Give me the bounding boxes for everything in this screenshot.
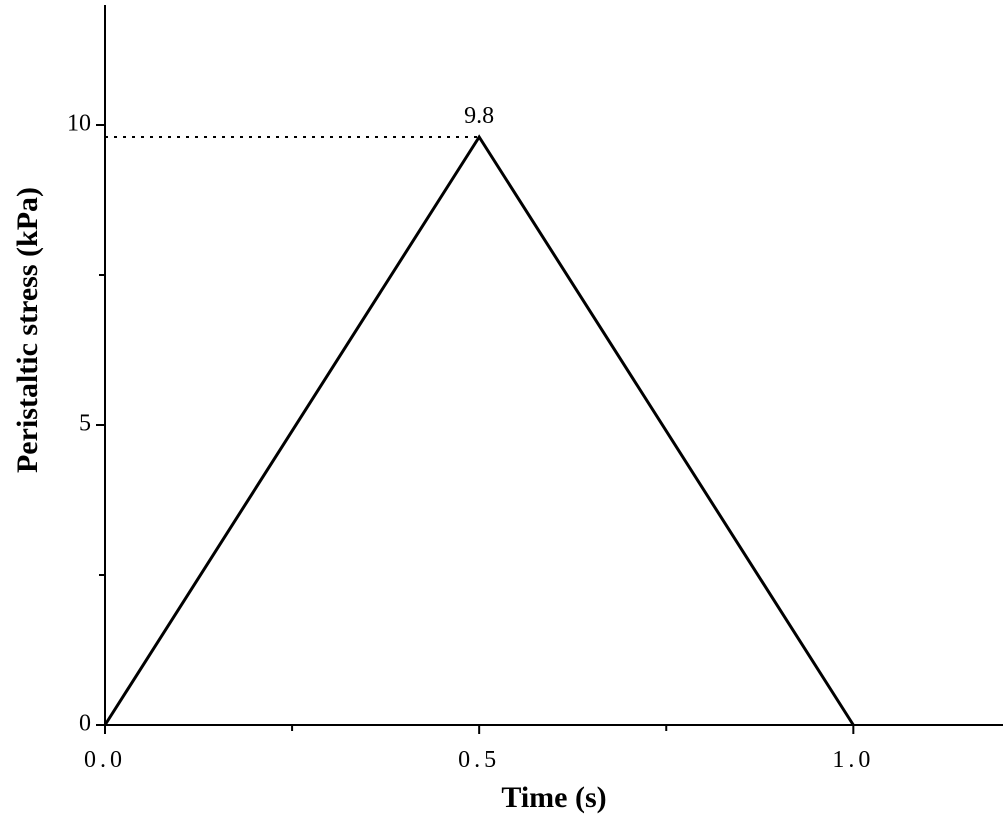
x-tick-label: 0.5 <box>458 747 500 773</box>
data-label: 9.8 <box>464 103 494 129</box>
y-tick-label: 5 <box>79 411 91 437</box>
x-axis-title: Time (s) <box>501 781 606 814</box>
data-line <box>103 134 855 726</box>
y-tick-label: 0 <box>79 711 91 737</box>
x-tick-label: 0.0 <box>84 747 126 773</box>
y-axis-title: Peristaltic stress (kPa) <box>11 187 44 473</box>
y-tick-label: 10 <box>67 111 91 137</box>
x-tick-label: 1.0 <box>832 747 874 773</box>
